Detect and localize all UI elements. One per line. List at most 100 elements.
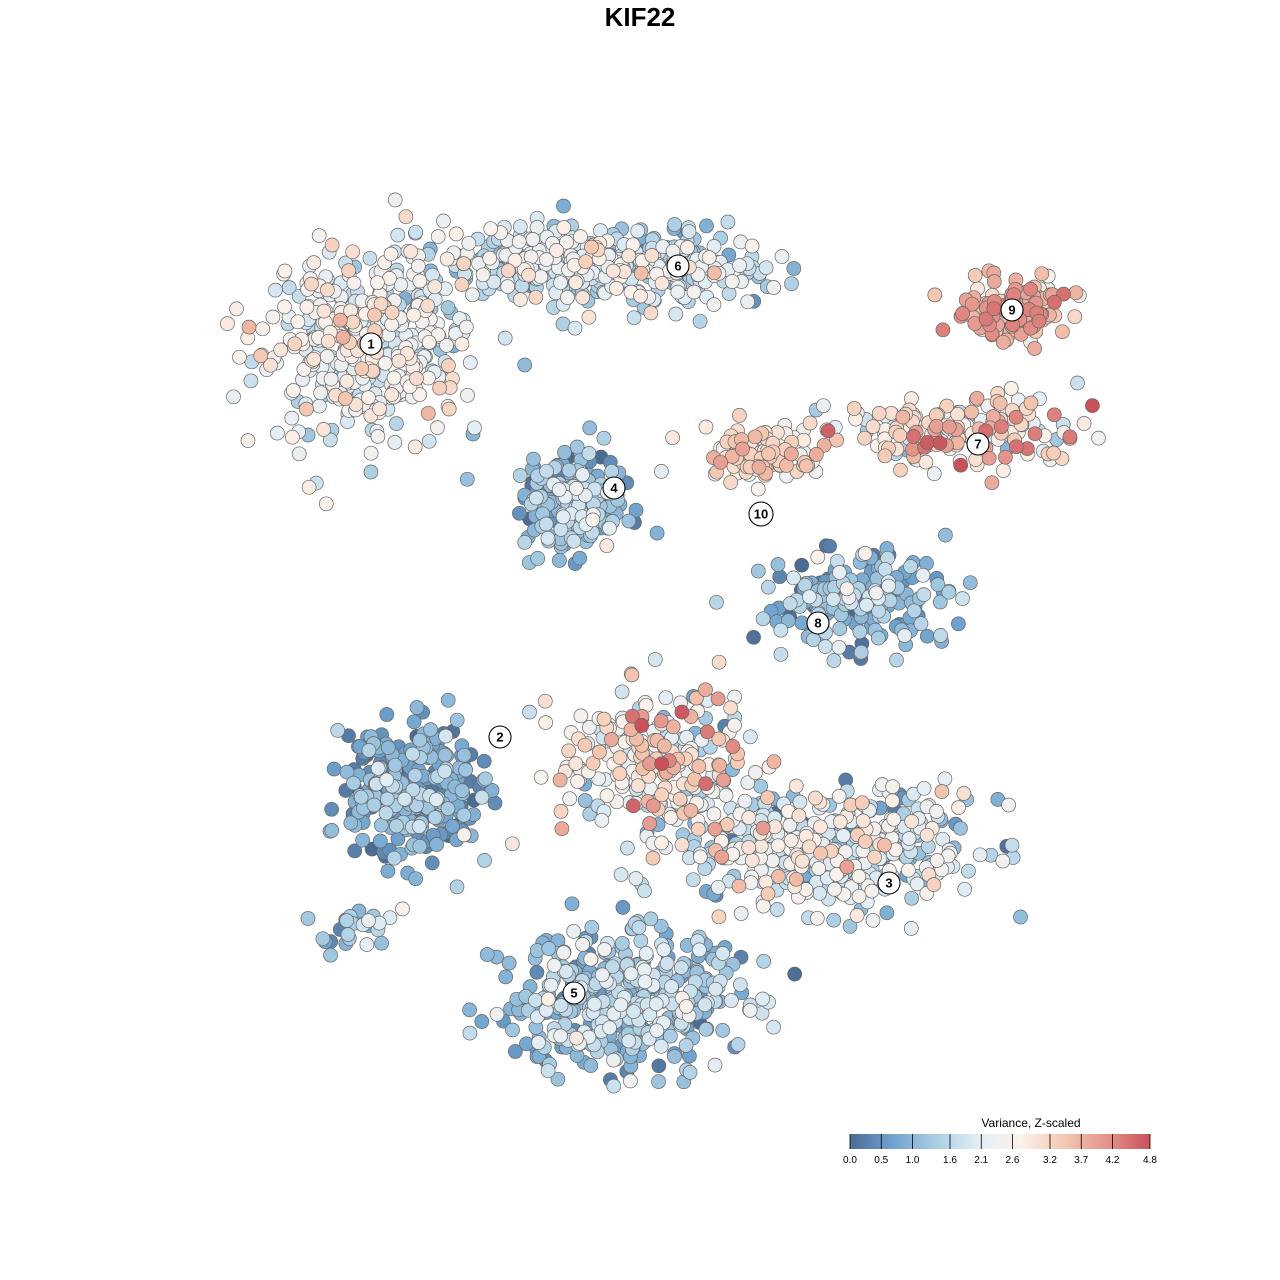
cell-point — [315, 931, 331, 947]
cell-point — [459, 471, 475, 487]
cell-point — [299, 299, 315, 315]
cluster-label-10: 10 — [748, 501, 774, 527]
cell-point — [615, 900, 631, 915]
cell-point — [427, 279, 443, 295]
cell-point — [316, 422, 331, 437]
cell-point — [656, 942, 672, 958]
cell-point — [770, 838, 786, 854]
cell-point — [577, 737, 593, 753]
legend-tick-label: 2.1 — [974, 1155, 988, 1166]
cell-point — [713, 454, 728, 470]
cell-point — [312, 398, 327, 414]
cell-point — [680, 240, 695, 255]
cell-point — [602, 1020, 617, 1036]
cluster-label-text: 3 — [885, 876, 892, 891]
cell-point — [537, 693, 553, 709]
cluster-label-4: 4 — [602, 476, 626, 500]
cell-point — [387, 757, 403, 773]
cell-point — [937, 771, 953, 787]
cell-point — [606, 1078, 622, 1094]
cell-point — [941, 419, 957, 435]
cell-point — [849, 908, 865, 923]
cell-point — [1004, 837, 1020, 853]
cell-point — [592, 744, 607, 760]
cell-point — [538, 516, 554, 532]
cell-point — [938, 527, 953, 543]
cell-point — [318, 496, 334, 512]
cell-point — [512, 468, 528, 483]
cell-point — [555, 509, 571, 525]
cell-point — [642, 816, 657, 831]
cell-point — [770, 557, 786, 572]
cell-point — [487, 795, 503, 811]
cell-point — [577, 793, 593, 808]
cell-point — [926, 466, 942, 482]
cell-point — [740, 294, 756, 310]
cell-point — [339, 373, 355, 389]
cell-point — [568, 756, 584, 771]
cell-point — [591, 771, 607, 787]
cell-point — [370, 429, 386, 444]
cell-point — [721, 286, 737, 301]
cell-point — [986, 274, 1002, 289]
cell-point — [718, 788, 734, 803]
cell-point — [324, 823, 340, 838]
cell-point — [602, 520, 617, 536]
cell-point — [698, 682, 713, 698]
cell-point — [1076, 416, 1092, 431]
cluster-label-2: 2 — [488, 725, 512, 749]
cell-point — [551, 482, 567, 497]
cell-point — [528, 490, 544, 506]
cell-point — [637, 974, 653, 990]
cell-point — [479, 947, 495, 962]
cell-point — [568, 275, 584, 290]
cell-point — [449, 879, 465, 895]
cell-point — [311, 228, 327, 243]
cell-point — [421, 334, 437, 350]
cell-point — [727, 717, 742, 733]
cell-point — [854, 795, 870, 811]
cell-point — [408, 871, 424, 887]
cell-point — [428, 792, 444, 807]
cell-point — [1023, 281, 1038, 297]
cell-point — [659, 955, 675, 971]
cell-point — [972, 847, 988, 863]
cell-point — [839, 859, 855, 875]
cell-point — [783, 833, 799, 848]
cell-point — [929, 804, 944, 819]
cluster-label-5: 5 — [562, 981, 586, 1005]
cell-point — [585, 512, 601, 528]
cell-point — [304, 276, 319, 292]
cell-point — [668, 306, 684, 322]
cell-point — [918, 454, 934, 470]
cell-point — [978, 311, 994, 327]
cell-point — [319, 349, 335, 364]
cluster-label-text: 8 — [814, 616, 821, 631]
cell-point — [421, 433, 437, 449]
cell-point — [664, 979, 679, 994]
cell-point — [817, 639, 833, 654]
cell-point — [747, 429, 763, 445]
cluster-label-badge — [359, 332, 383, 356]
cell-point — [353, 789, 369, 805]
cell-point — [1062, 429, 1078, 445]
cell-point — [831, 788, 847, 804]
cell-point — [633, 288, 648, 304]
cell-point — [500, 263, 516, 279]
cell-point — [569, 1030, 584, 1046]
cell-point — [941, 584, 957, 600]
cell-point — [706, 297, 722, 312]
cell-point — [665, 430, 680, 446]
cell-point — [913, 616, 929, 632]
cell-point — [408, 224, 424, 240]
cell-point — [554, 821, 570, 837]
cell-point — [631, 920, 647, 935]
cell-point — [543, 977, 559, 993]
cell-point — [927, 287, 943, 303]
cell-point — [561, 743, 577, 759]
cell-point — [322, 432, 338, 448]
cell-point — [895, 409, 911, 425]
cell-point — [832, 814, 848, 830]
cell-point — [462, 1002, 477, 1018]
cell-point — [612, 766, 628, 781]
